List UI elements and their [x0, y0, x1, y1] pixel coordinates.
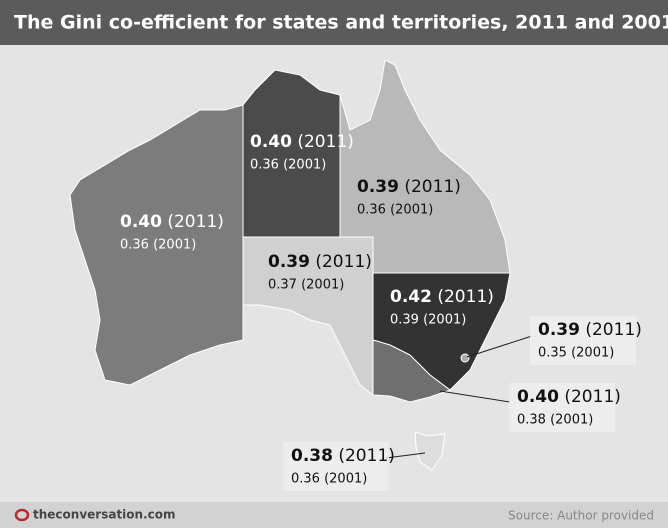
footer-bar	[0, 502, 668, 528]
value-2001: 0.39 (2001)	[390, 313, 466, 328]
value-2001: 0.36 (2001)	[250, 158, 326, 173]
value-2001: 0.37 (2001)	[268, 278, 344, 293]
tas	[414, 431, 446, 471]
value: 0.39	[268, 252, 310, 272]
year: (2011)	[404, 177, 461, 197]
value-2011: 0.42 (2011)	[390, 287, 494, 307]
value: 0.40	[517, 387, 559, 407]
value-2001: 0.36 (2001)	[120, 238, 196, 253]
title: The Gini co-efficient for states and ter…	[14, 12, 668, 34]
nt	[242, 69, 341, 238]
value-2011: 0.39 (2011)	[268, 252, 372, 272]
vic	[372, 339, 452, 403]
year: (2011)	[297, 132, 354, 152]
value: 0.40	[120, 212, 162, 232]
label-box	[283, 442, 389, 491]
act	[460, 353, 470, 363]
year: (2011)	[564, 387, 621, 407]
labels: 0.40 (2011) 0.36 (2001) 0.40 (2011) 0.36 (2…	[120, 132, 642, 491]
brand: theconversation.com	[33, 508, 176, 522]
value: 0.38	[291, 446, 333, 466]
value-2001: 0.36 (2001)	[291, 472, 367, 487]
value-2011: 0.40 (2011)	[250, 132, 354, 152]
leader-line	[385, 452, 426, 459]
map-shapes	[69, 59, 511, 471]
value-2011: 0.40 (2011)	[120, 212, 224, 232]
value: 0.39	[357, 177, 399, 197]
year: (2011)	[437, 287, 494, 307]
year: (2011)	[585, 320, 642, 340]
year: (2011)	[315, 252, 372, 272]
wa	[69, 104, 244, 386]
title-bar	[0, 0, 668, 45]
value-2011: 0.38 (2011)	[291, 446, 395, 466]
value: 0.42	[390, 287, 432, 307]
value: 0.40	[250, 132, 292, 152]
label-box	[530, 316, 636, 365]
value-2001: 0.38 (2001)	[517, 413, 593, 428]
year: (2011)	[167, 212, 224, 232]
leader-line	[466, 335, 533, 358]
value-2001: 0.35 (2001)	[538, 346, 614, 361]
leader-line	[439, 390, 511, 403]
label-box	[509, 383, 615, 432]
value-2011: 0.39 (2011)	[538, 320, 642, 340]
source: Source: Author provided	[508, 509, 654, 523]
brand-logo	[14, 508, 30, 522]
leader-lines	[385, 335, 533, 459]
value-2011: 0.39 (2011)	[357, 177, 461, 197]
value-2011: 0.40 (2011)	[517, 387, 621, 407]
value-2001: 0.36 (2001)	[357, 203, 433, 218]
value: 0.39	[538, 320, 580, 340]
year: (2011)	[338, 446, 395, 466]
